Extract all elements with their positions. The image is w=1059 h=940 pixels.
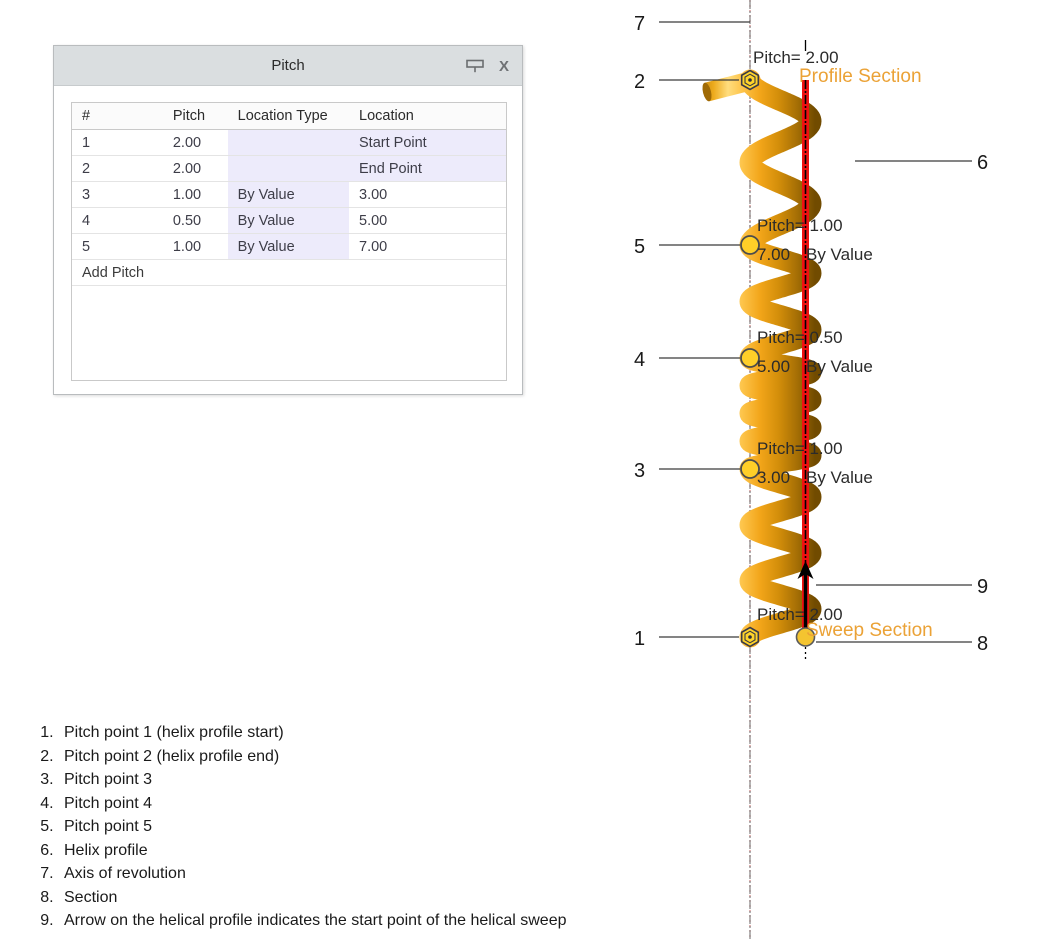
- svg-text:8: 8: [977, 633, 988, 655]
- svg-text:Profile Section: Profile Section: [799, 66, 922, 87]
- svg-text:5.00: 5.00: [757, 357, 790, 376]
- svg-text:2: 2: [634, 71, 645, 93]
- svg-text:5: 5: [634, 236, 645, 258]
- svg-text:By Value: By Value: [806, 245, 873, 264]
- svg-text:6: 6: [977, 152, 988, 174]
- svg-text:Pitch= 2.00: Pitch= 2.00: [753, 48, 839, 67]
- svg-text:Pitch= 0.50: Pitch= 0.50: [757, 328, 843, 347]
- svg-text:3.00: 3.00: [757, 468, 790, 487]
- svg-text:9: 9: [977, 576, 988, 598]
- svg-text:7: 7: [634, 13, 645, 35]
- svg-text:3: 3: [634, 460, 645, 482]
- svg-text:Sweep Section: Sweep Section: [806, 620, 933, 641]
- svg-text:Pitch= 1.00: Pitch= 1.00: [757, 216, 843, 235]
- svg-text:Pitch= 1.00: Pitch= 1.00: [757, 439, 843, 458]
- svg-text:7.00: 7.00: [757, 245, 790, 264]
- svg-text:By Value: By Value: [806, 357, 873, 376]
- svg-text:By Value: By Value: [806, 468, 873, 487]
- svg-text:4: 4: [634, 349, 645, 371]
- svg-text:1: 1: [634, 628, 645, 650]
